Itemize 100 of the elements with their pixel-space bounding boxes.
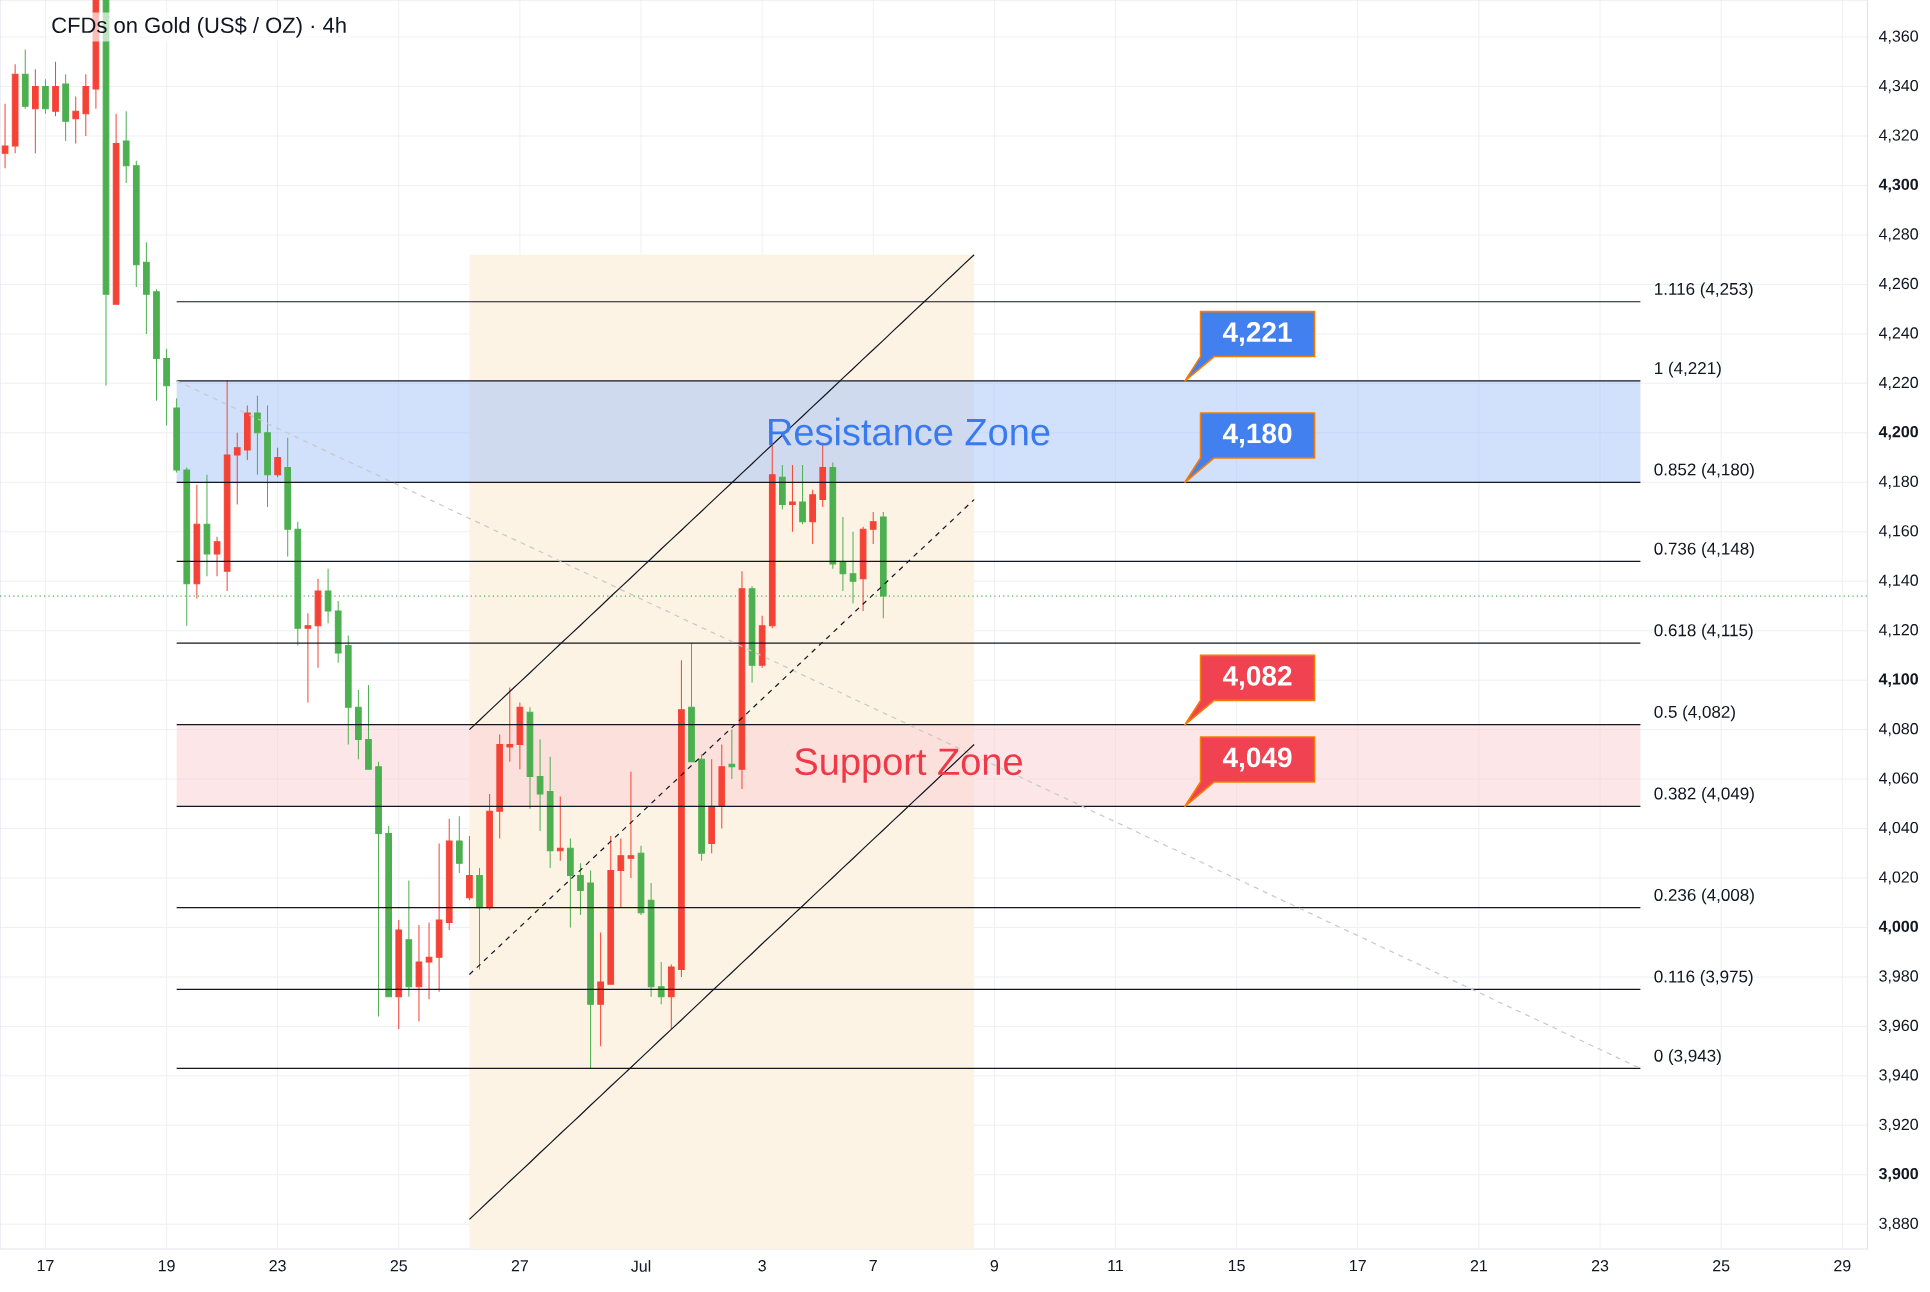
- y-tick-label: 3,900: [1878, 1167, 1918, 1182]
- candlestick: [587, 870, 594, 1069]
- y-tick-label: 4,000: [1878, 920, 1918, 935]
- candlestick: [556, 795, 564, 862]
- candlestick: [738, 570, 746, 790]
- candlestick: [536, 739, 544, 832]
- x-tick-label: 3: [758, 1260, 766, 1272]
- candlestick: [526, 706, 534, 810]
- candlestick: [203, 474, 211, 577]
- candlestick: [223, 380, 231, 592]
- candlestick: [455, 815, 463, 874]
- candlestick: [496, 734, 504, 839]
- x-tick-label: 21: [1470, 1260, 1487, 1272]
- x-tick-label: 29: [1834, 1260, 1851, 1272]
- y-tick-label: 3,880: [1879, 1217, 1919, 1231]
- candlestick: [516, 701, 524, 770]
- candlestick: [385, 825, 392, 998]
- y-tick-label: 4,160: [1878, 525, 1919, 539]
- series-label: 0.382 (4,049): [1654, 787, 1754, 803]
- y-tick-label: 3,960: [1879, 1019, 1919, 1034]
- series-label: 0.5 (4,082): [1654, 705, 1735, 722]
- y-tick-label: 4,240: [1878, 327, 1919, 341]
- candlestick: [52, 61, 59, 117]
- candlestick: [415, 924, 423, 1022]
- candlestick: [42, 78, 49, 115]
- x-tick-label: 27: [511, 1260, 528, 1272]
- x-tick-label: 17: [37, 1260, 54, 1272]
- candlestick: [869, 511, 877, 545]
- candlestick: [718, 743, 726, 830]
- x-tick-label: 23: [269, 1260, 286, 1272]
- y-tick-label: 4,300: [1878, 178, 1918, 193]
- x-tick-label: Jul: [631, 1260, 651, 1272]
- candlestick: [688, 642, 695, 763]
- x-tick-label: 19: [158, 1260, 175, 1272]
- candlestick: [355, 689, 362, 760]
- series-label: 0 (3,943): [1654, 1049, 1721, 1066]
- annotation: 4,049: [1222, 747, 1292, 772]
- candlestick: [1, 103, 9, 169]
- candlestick: [163, 348, 170, 426]
- annotation: 4,221: [1222, 322, 1292, 347]
- annotation: 4,082: [1222, 665, 1292, 690]
- y-tick-label: 4,360: [1878, 30, 1919, 44]
- annotation: 4,180: [1222, 423, 1292, 448]
- candlestick: [375, 761, 382, 1018]
- candlestick: [82, 73, 90, 137]
- x-tick-label: 7: [869, 1260, 877, 1272]
- series-label: 0.736 (4,148): [1654, 542, 1754, 559]
- y-tick-label: 4,100: [1878, 673, 1918, 687]
- candlestick: [284, 437, 292, 557]
- series-label: 0.852 (4,180): [1654, 463, 1754, 479]
- candlestick: [32, 68, 39, 154]
- candlestick: [789, 464, 796, 533]
- candlestick: [405, 879, 413, 998]
- candlestick: [112, 113, 120, 305]
- candlestick: [435, 842, 443, 993]
- candlestick: [344, 635, 352, 745]
- y-tick-label: 4,020: [1878, 871, 1919, 885]
- candlestick: [829, 461, 837, 570]
- candlestick: [859, 526, 867, 612]
- candlestick: [637, 845, 645, 916]
- candlestick: [122, 110, 130, 184]
- x-tick-label: 9: [990, 1260, 999, 1272]
- candlestick: [233, 432, 241, 506]
- candlestick: [132, 160, 140, 288]
- candlestick: [21, 48, 29, 110]
- candlestick: [506, 687, 514, 763]
- candlestick: [274, 447, 281, 478]
- x-tick-label: 15: [1228, 1260, 1245, 1272]
- candlestick: [62, 73, 69, 142]
- candlestick: [627, 771, 635, 879]
- candlestick: [72, 95, 80, 144]
- series-label: 0.618 (4,115): [1654, 623, 1753, 640]
- y-tick-label: 3,940: [1879, 1069, 1919, 1083]
- candlestick: [425, 922, 433, 1000]
- x-tick-label: 11: [1108, 1260, 1123, 1272]
- y-tick-label: 4,280: [1878, 228, 1919, 242]
- candlestick: [11, 63, 19, 154]
- candlestick: [486, 793, 493, 911]
- y-tick-label: 4,120: [1878, 624, 1919, 638]
- candlestick: [728, 729, 736, 780]
- candlestick: [667, 964, 675, 1030]
- candlestick: [597, 931, 604, 1047]
- candlestick: [173, 397, 181, 473]
- candlestick: [567, 837, 574, 928]
- candlestick: [143, 241, 150, 335]
- candlestick: [365, 684, 372, 770]
- candlestick: [577, 862, 584, 916]
- x-tick-label: 17: [1350, 1260, 1366, 1272]
- candlestick: [466, 835, 473, 901]
- series-label: 0.116 (3,975): [1654, 970, 1753, 986]
- candlestick: [647, 882, 655, 998]
- candlestick: [254, 395, 261, 476]
- series-label: 1.116 (4,253): [1655, 282, 1753, 299]
- y-tick-label: 3,980: [1879, 970, 1919, 984]
- candlestick: [213, 536, 221, 577]
- y-tick-label: 4,040: [1878, 821, 1919, 836]
- y-tick-label: 3,920: [1879, 1118, 1919, 1132]
- y-tick-label: 4,180: [1878, 475, 1919, 489]
- candlestick: [708, 758, 716, 854]
- text: CFDs on Gold (US$ / OZ) · 4h: [52, 16, 346, 38]
